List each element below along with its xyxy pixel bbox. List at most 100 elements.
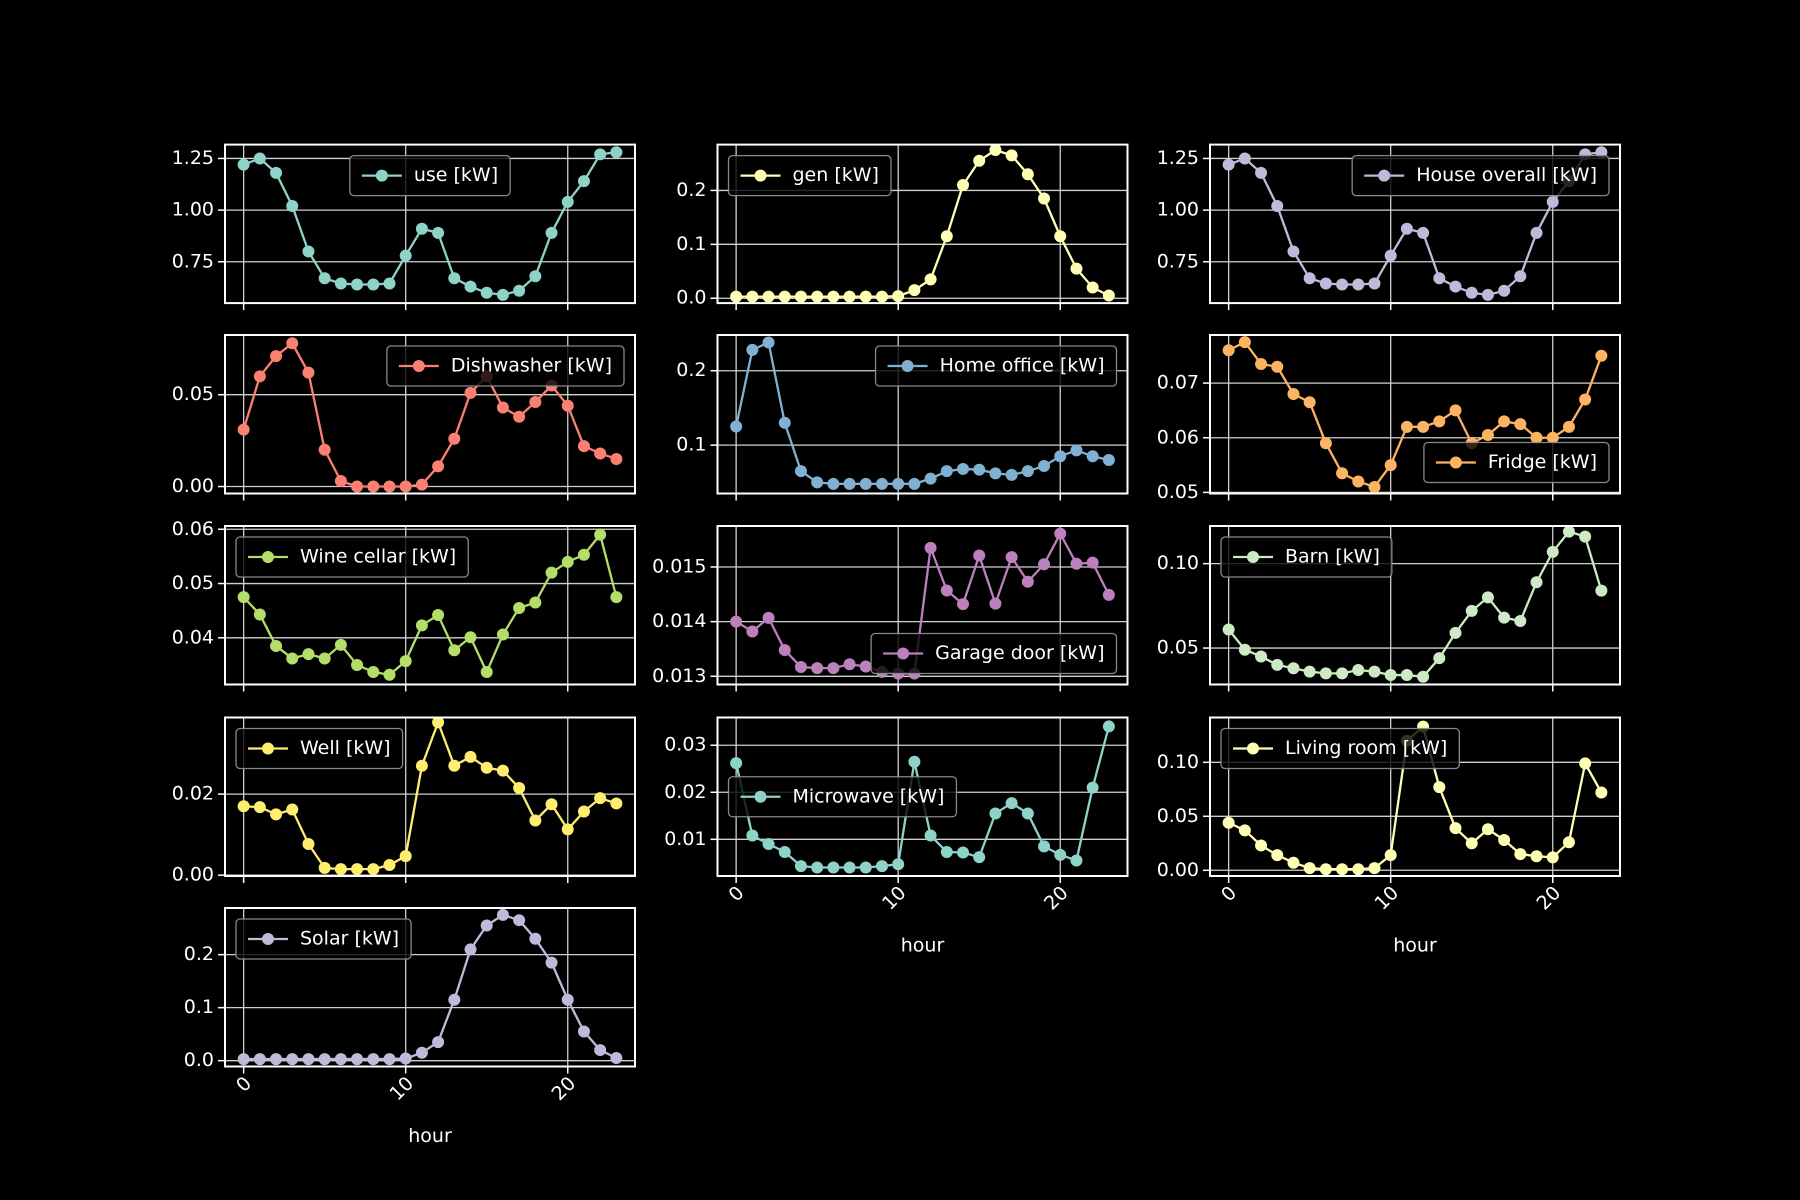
data-point bbox=[762, 611, 775, 624]
data-point bbox=[1086, 556, 1099, 569]
data-point bbox=[513, 410, 526, 423]
y-tick-label: 0.75 bbox=[172, 250, 214, 272]
subplot: 0.013 0.014 0.015 Garage door [kW] bbox=[652, 525, 1129, 692]
data-point bbox=[1384, 669, 1397, 682]
y-tick-label: 0.02 bbox=[172, 783, 214, 805]
data-point bbox=[778, 644, 791, 657]
data-point bbox=[1238, 152, 1251, 165]
data-point bbox=[545, 798, 558, 811]
data-point bbox=[1562, 420, 1575, 433]
data-point bbox=[778, 846, 791, 859]
data-point bbox=[594, 447, 607, 460]
legend: Barn [kW] bbox=[1220, 536, 1393, 578]
data-point bbox=[1222, 158, 1235, 171]
data-point bbox=[334, 475, 347, 488]
data-point bbox=[1038, 459, 1051, 472]
subplot: 0.00 0.02 Well [kW] bbox=[172, 716, 636, 886]
data-point bbox=[464, 386, 477, 399]
data-point bbox=[730, 757, 743, 770]
data-point bbox=[1400, 420, 1413, 433]
data-point bbox=[1562, 526, 1575, 538]
data-point bbox=[351, 278, 364, 291]
data-point bbox=[843, 861, 856, 874]
data-point bbox=[399, 480, 412, 493]
data-point bbox=[730, 615, 743, 628]
axes-frame bbox=[1209, 716, 1621, 877]
data-point bbox=[1070, 262, 1083, 275]
data-point bbox=[1595, 584, 1608, 597]
legend-label: gen [kW] bbox=[793, 164, 879, 186]
legend-label: Living room [kW] bbox=[1285, 737, 1447, 759]
data-point bbox=[577, 805, 590, 818]
data-point bbox=[1070, 444, 1083, 457]
y-tick-label: 0.00 bbox=[172, 475, 214, 497]
legend: House overall [kW] bbox=[1351, 154, 1610, 197]
data-point bbox=[1546, 195, 1559, 208]
legend-box bbox=[1220, 536, 1393, 578]
data-point bbox=[746, 343, 759, 356]
data-point bbox=[367, 480, 380, 493]
axes-frame bbox=[224, 716, 636, 877]
data-point bbox=[513, 914, 526, 927]
y-tick-label: 0.05 bbox=[1157, 637, 1199, 659]
data-point bbox=[1433, 415, 1446, 428]
legend: gen [kW] bbox=[727, 154, 892, 197]
data-point bbox=[383, 668, 396, 681]
data-point bbox=[1481, 288, 1494, 301]
data-point bbox=[973, 463, 986, 476]
data-point bbox=[1255, 650, 1268, 663]
y-tick-label: 0.10 bbox=[1157, 552, 1199, 574]
data-point bbox=[1465, 837, 1478, 850]
data-point bbox=[1514, 418, 1527, 431]
data-point bbox=[1271, 658, 1284, 671]
data-point bbox=[529, 932, 542, 945]
data-point bbox=[480, 761, 493, 774]
data-point bbox=[875, 290, 888, 303]
legend-label: Fridge [kW] bbox=[1488, 451, 1597, 473]
axes-frame bbox=[1209, 334, 1621, 495]
data-point bbox=[1336, 278, 1349, 291]
axes-frame bbox=[224, 525, 636, 686]
data-point bbox=[940, 584, 953, 597]
data-point bbox=[1238, 643, 1251, 656]
data-point bbox=[577, 548, 590, 561]
data-point bbox=[1336, 667, 1349, 680]
legend-label: Barn [kW] bbox=[1285, 546, 1380, 568]
y-tick-label: 0.02 bbox=[664, 781, 706, 803]
data-point bbox=[1222, 623, 1235, 636]
legend-marker bbox=[375, 169, 388, 182]
data-point bbox=[1352, 863, 1365, 876]
data-point bbox=[415, 478, 428, 491]
data-point bbox=[448, 644, 461, 657]
data-point bbox=[351, 658, 364, 671]
data-point bbox=[286, 803, 299, 816]
data-point bbox=[496, 764, 509, 777]
legend-box bbox=[1220, 727, 1460, 770]
data-point bbox=[1303, 272, 1316, 285]
data-point bbox=[1417, 420, 1430, 433]
data-point bbox=[577, 1025, 590, 1038]
data-point bbox=[237, 591, 250, 604]
data-point bbox=[334, 863, 347, 876]
legend: Microwave [kW] bbox=[727, 776, 958, 818]
data-point bbox=[843, 290, 856, 303]
data-point bbox=[1514, 848, 1527, 861]
data-point bbox=[1368, 862, 1381, 875]
data-point bbox=[610, 452, 623, 465]
data-point bbox=[1255, 166, 1268, 179]
data-point bbox=[480, 919, 493, 932]
y-tick-label: 0.75 bbox=[1157, 250, 1199, 272]
data-point bbox=[286, 652, 299, 665]
data-point bbox=[730, 420, 743, 433]
data-point bbox=[318, 1053, 331, 1066]
data-point bbox=[811, 476, 824, 489]
data-point bbox=[989, 597, 1002, 610]
y-tick-label: 0.2 bbox=[184, 943, 214, 965]
data-point bbox=[529, 814, 542, 827]
data-point bbox=[859, 660, 872, 673]
data-point bbox=[594, 528, 607, 541]
data-point bbox=[1514, 270, 1527, 283]
data-point bbox=[415, 619, 428, 632]
data-point bbox=[1481, 591, 1494, 604]
data-point bbox=[610, 1052, 623, 1065]
